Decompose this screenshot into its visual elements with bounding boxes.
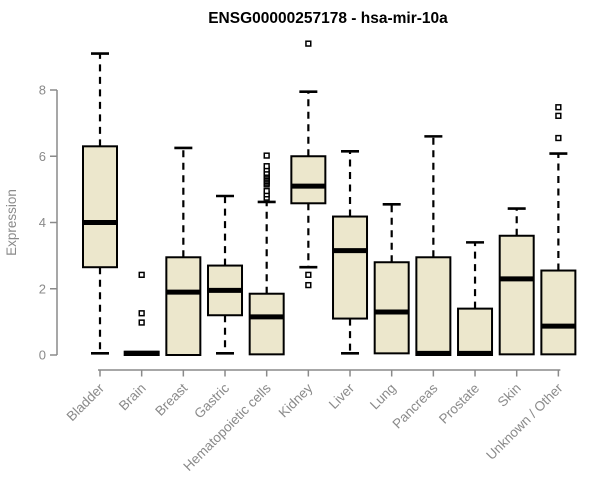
iqr-box bbox=[82, 145, 118, 269]
x-category-label: Gastric bbox=[191, 380, 232, 421]
boxplot-series bbox=[82, 40, 577, 356]
iqr-box bbox=[457, 307, 494, 356]
x-category-label: Pancreas bbox=[390, 380, 441, 431]
y-tick-label: 6 bbox=[39, 149, 46, 164]
outlier-point bbox=[305, 40, 312, 47]
y-tick-label: 2 bbox=[39, 281, 46, 296]
boxplot-prostate bbox=[457, 241, 494, 356]
outlier-point bbox=[555, 134, 562, 142]
boxplot-kidney bbox=[290, 40, 327, 289]
boxplot-brain bbox=[123, 271, 160, 356]
iqr-box bbox=[290, 155, 327, 205]
x-category-label: Brain bbox=[116, 381, 149, 414]
x-category-label: Lung bbox=[367, 381, 399, 413]
y-tick-label: 4 bbox=[39, 215, 46, 230]
x-category-label: Kidney bbox=[276, 380, 316, 420]
iqr-box bbox=[415, 256, 452, 356]
boxplot-bladder bbox=[82, 52, 118, 355]
iqr-box bbox=[373, 261, 410, 355]
outlier-point bbox=[263, 187, 270, 195]
y-tick-label: 0 bbox=[39, 348, 46, 363]
outlier-point bbox=[555, 104, 562, 111]
boxplot-unknown-other bbox=[540, 104, 577, 356]
boxplot-lung bbox=[373, 202, 410, 355]
boxplot-gastric bbox=[207, 194, 244, 355]
outlier-point bbox=[138, 310, 145, 317]
outlier-point bbox=[555, 112, 562, 119]
iqr-box bbox=[248, 292, 285, 356]
iqr-box bbox=[540, 269, 577, 356]
iqr-box bbox=[332, 215, 369, 320]
outlier-point bbox=[138, 319, 145, 326]
boxplot-hematopoietic-cells bbox=[248, 152, 285, 356]
x-category-label: Bladder bbox=[64, 380, 108, 424]
y-axis-title: Expression bbox=[4, 189, 19, 256]
boxplot-pancreas bbox=[415, 135, 452, 356]
y-axis: 0 2 4 6 8 bbox=[39, 83, 58, 363]
outlier-point bbox=[305, 271, 312, 278]
x-category-label: Unknown / Other bbox=[483, 380, 566, 463]
iqr-box bbox=[498, 234, 535, 356]
outlier-point bbox=[138, 271, 145, 278]
outlier-point bbox=[263, 152, 270, 159]
x-category-label: Breast bbox=[152, 380, 190, 418]
x-category-label: Skin bbox=[495, 381, 524, 410]
iqr-box bbox=[165, 256, 202, 356]
outlier-point bbox=[263, 163, 270, 170]
boxplot-liver bbox=[332, 149, 369, 355]
chart-title: ENSG00000257178 - hsa-mir-10a bbox=[208, 10, 448, 27]
boxplot-skin bbox=[498, 207, 535, 356]
x-category-label: Prostate bbox=[436, 381, 482, 427]
y-tick-label: 8 bbox=[39, 83, 46, 98]
outlier-point bbox=[305, 281, 312, 289]
boxplot-breast bbox=[165, 146, 202, 356]
x-category-label: Liver bbox=[326, 380, 358, 412]
